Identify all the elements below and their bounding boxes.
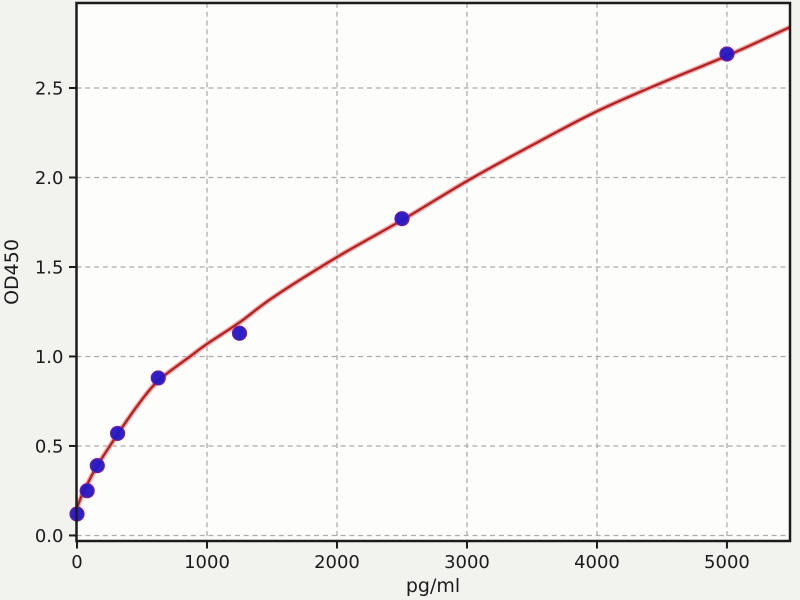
x-axis-label: pg/ml	[406, 575, 460, 597]
x-axis-tick-label: 1000	[184, 552, 230, 573]
plot-area-background	[76, 3, 790, 541]
y-axis-tick-label: 0.5	[35, 436, 64, 457]
y-axis-tick-labels: 0.0 0.5 1.0 1.5 2.0 2.5	[35, 79, 64, 547]
y-axis-tick-label: 0.0	[35, 526, 64, 547]
grid-lines	[76, 3, 790, 541]
y-axis-tick-label: 1.5	[35, 257, 64, 278]
x-axis-tick-label: 0	[71, 552, 82, 573]
axis-ticks	[69, 87, 728, 549]
y-axis-tick-label: 1.0	[35, 347, 64, 368]
y-axis-tick-label: 2.0	[35, 168, 64, 189]
data-point	[394, 211, 410, 227]
data-point	[89, 458, 105, 474]
x-axis-tick-label: 4000	[574, 552, 620, 573]
y-axis-label: OD450	[1, 239, 23, 305]
data-point	[231, 325, 248, 341]
y-axis-tick-label: 2.5	[35, 79, 64, 100]
x-axis-tick-label: 2000	[314, 552, 360, 573]
data-point	[109, 425, 126, 442]
plot-frame	[75, 1, 792, 543]
x-axis-tick-label: 3000	[444, 552, 490, 573]
data-point-layer	[69, 46, 735, 522]
data-point	[150, 370, 166, 386]
data-point	[719, 46, 735, 62]
data-point	[79, 483, 95, 499]
x-axis-tick-labels: 0 1000 2000 3000 4000 5000	[71, 552, 750, 573]
x-axis-tick-label: 5000	[704, 552, 750, 573]
